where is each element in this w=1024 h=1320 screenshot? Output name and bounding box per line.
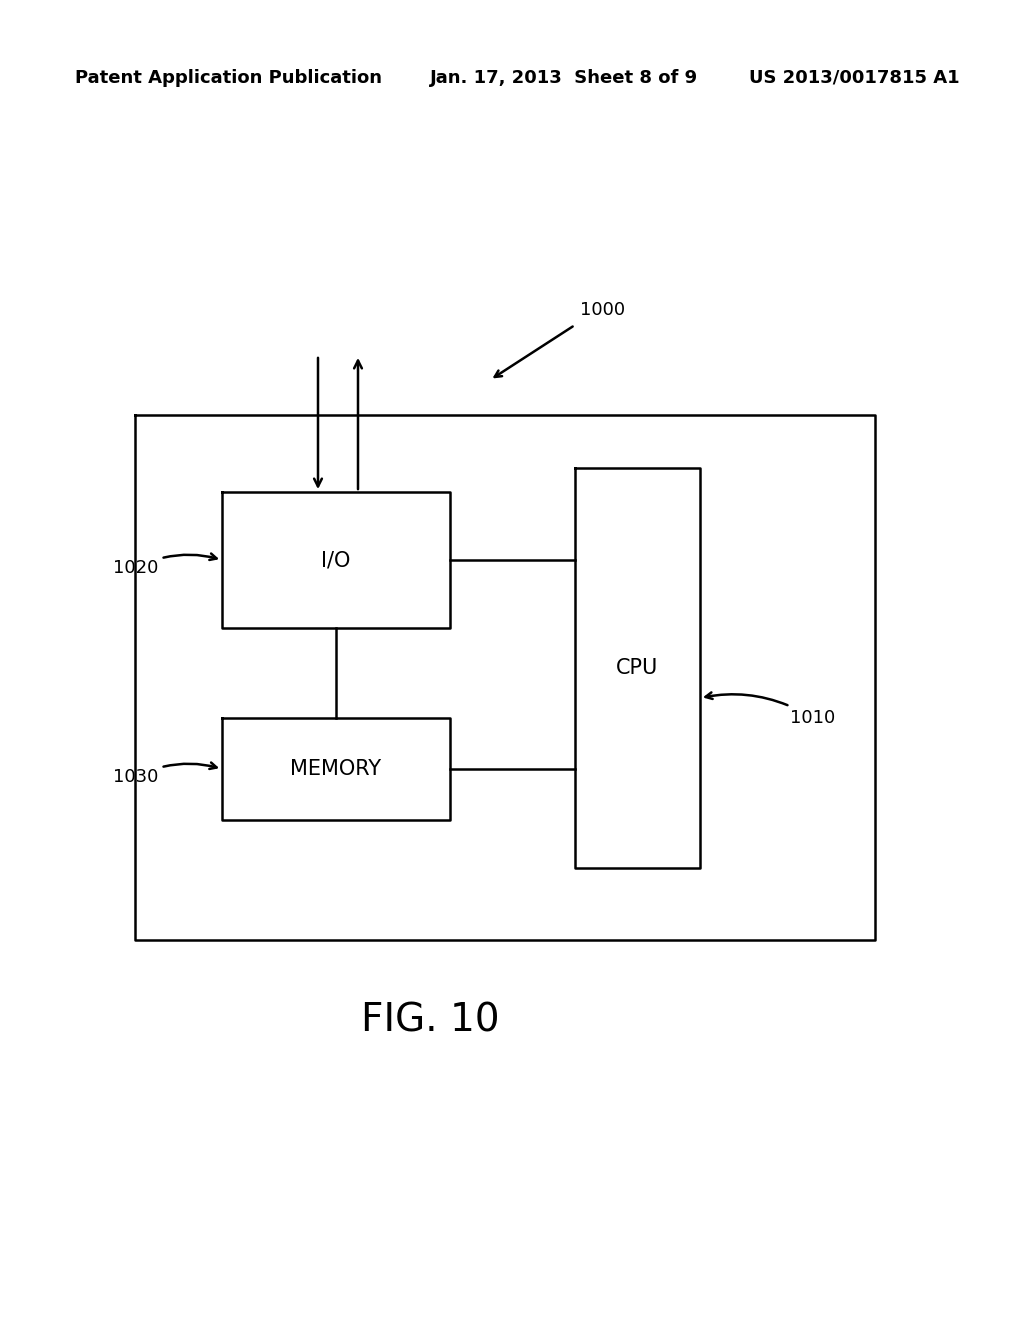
Text: 1000: 1000	[580, 301, 625, 319]
Text: CPU: CPU	[616, 657, 658, 678]
Text: 1020: 1020	[113, 553, 217, 577]
Text: Patent Application Publication: Patent Application Publication	[75, 69, 382, 87]
Text: FIG. 10: FIG. 10	[360, 1001, 500, 1039]
Text: MEMORY: MEMORY	[291, 759, 382, 779]
Text: US 2013/0017815 A1: US 2013/0017815 A1	[750, 69, 961, 87]
Text: 1010: 1010	[706, 693, 836, 727]
Text: 1030: 1030	[113, 763, 217, 785]
Text: Jan. 17, 2013  Sheet 8 of 9: Jan. 17, 2013 Sheet 8 of 9	[430, 69, 698, 87]
Text: I/O: I/O	[322, 550, 350, 570]
